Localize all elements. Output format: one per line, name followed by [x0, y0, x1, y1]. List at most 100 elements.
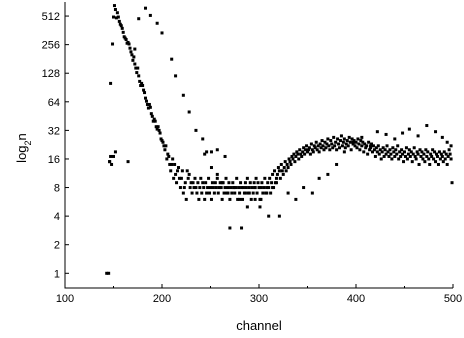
data-point — [219, 186, 223, 190]
data-point — [177, 176, 181, 180]
data-point — [343, 146, 347, 150]
data-point — [158, 131, 162, 135]
data-point — [424, 148, 428, 152]
data-point — [201, 181, 205, 185]
data-point — [332, 135, 336, 139]
data-point — [294, 197, 298, 201]
data-point — [266, 181, 270, 185]
data-point — [181, 191, 185, 195]
data-point — [385, 144, 389, 148]
data-point — [282, 166, 286, 170]
data-point — [367, 140, 371, 144]
data-point — [194, 128, 198, 132]
data-point — [303, 152, 307, 156]
data-point — [244, 186, 248, 190]
data-point — [320, 139, 324, 143]
data-point — [215, 172, 219, 176]
data-point — [359, 139, 363, 143]
data-point — [170, 162, 174, 166]
y-tick-label: 64 — [48, 97, 60, 109]
data-point — [202, 186, 206, 190]
data-point — [280, 169, 284, 173]
data-point — [407, 148, 411, 152]
data-point — [362, 150, 366, 154]
data-point — [116, 15, 120, 19]
data-point — [107, 271, 111, 275]
data-point — [357, 142, 361, 146]
data-point — [340, 144, 344, 148]
data-point — [235, 176, 239, 180]
data-point — [335, 162, 339, 166]
data-point — [422, 152, 426, 156]
data-point — [358, 148, 362, 152]
y-tick-label: 32 — [48, 125, 60, 137]
data-point — [253, 186, 257, 190]
data-point — [284, 169, 288, 173]
data-point — [368, 148, 372, 152]
data-point — [310, 191, 314, 195]
data-point — [432, 157, 436, 161]
data-point — [426, 150, 430, 154]
data-point — [317, 150, 321, 154]
data-point — [291, 157, 295, 161]
data-point — [220, 181, 224, 185]
data-point — [319, 146, 323, 150]
data-point — [200, 191, 204, 195]
data-point — [241, 197, 245, 201]
data-point — [205, 191, 209, 195]
data-point — [148, 105, 152, 109]
data-point — [133, 47, 137, 51]
data-point — [433, 150, 437, 154]
data-point — [335, 148, 339, 152]
data-point — [389, 152, 393, 156]
data-point — [277, 169, 281, 173]
data-point — [167, 154, 171, 158]
data-point — [430, 154, 434, 158]
data-point — [258, 205, 262, 209]
data-point — [298, 148, 302, 152]
data-point — [196, 181, 200, 185]
x-tick-label: 400 — [347, 293, 365, 305]
data-point — [423, 160, 427, 164]
data-point — [209, 150, 213, 154]
data-point — [327, 144, 331, 148]
data-point — [162, 144, 166, 148]
data-point — [247, 186, 251, 190]
data-point — [112, 15, 115, 19]
data-point — [182, 186, 186, 190]
data-point — [449, 144, 453, 148]
data-point — [115, 11, 119, 15]
data-point — [191, 181, 195, 185]
data-point — [140, 81, 144, 85]
data-point — [347, 135, 351, 139]
data-point — [263, 176, 267, 180]
data-point — [366, 152, 370, 156]
data-point — [375, 150, 379, 154]
data-point — [306, 148, 310, 152]
data-point — [110, 162, 114, 166]
data-point — [134, 66, 138, 70]
data-point — [447, 148, 451, 152]
data-point — [360, 144, 364, 148]
axes: 100 200 300 400 500 1 2 4 8 16 32 64 128 256 512 — [42, 2, 462, 305]
data-point — [338, 139, 342, 143]
x-tick-label: 500 — [444, 293, 462, 305]
data-point — [363, 142, 367, 146]
data-point — [256, 181, 260, 185]
data-point — [251, 191, 255, 195]
data-point — [181, 93, 185, 97]
data-point — [161, 140, 165, 144]
data-point — [245, 176, 249, 180]
data-point — [354, 140, 358, 144]
data-point — [268, 176, 272, 180]
data-point — [126, 160, 130, 164]
data-point — [371, 144, 375, 148]
data-point — [417, 162, 421, 166]
data-point — [194, 186, 198, 190]
data-point — [127, 42, 131, 46]
data-point — [209, 186, 212, 190]
data-point — [228, 226, 232, 230]
data-point — [434, 130, 438, 134]
data-point — [425, 154, 429, 158]
